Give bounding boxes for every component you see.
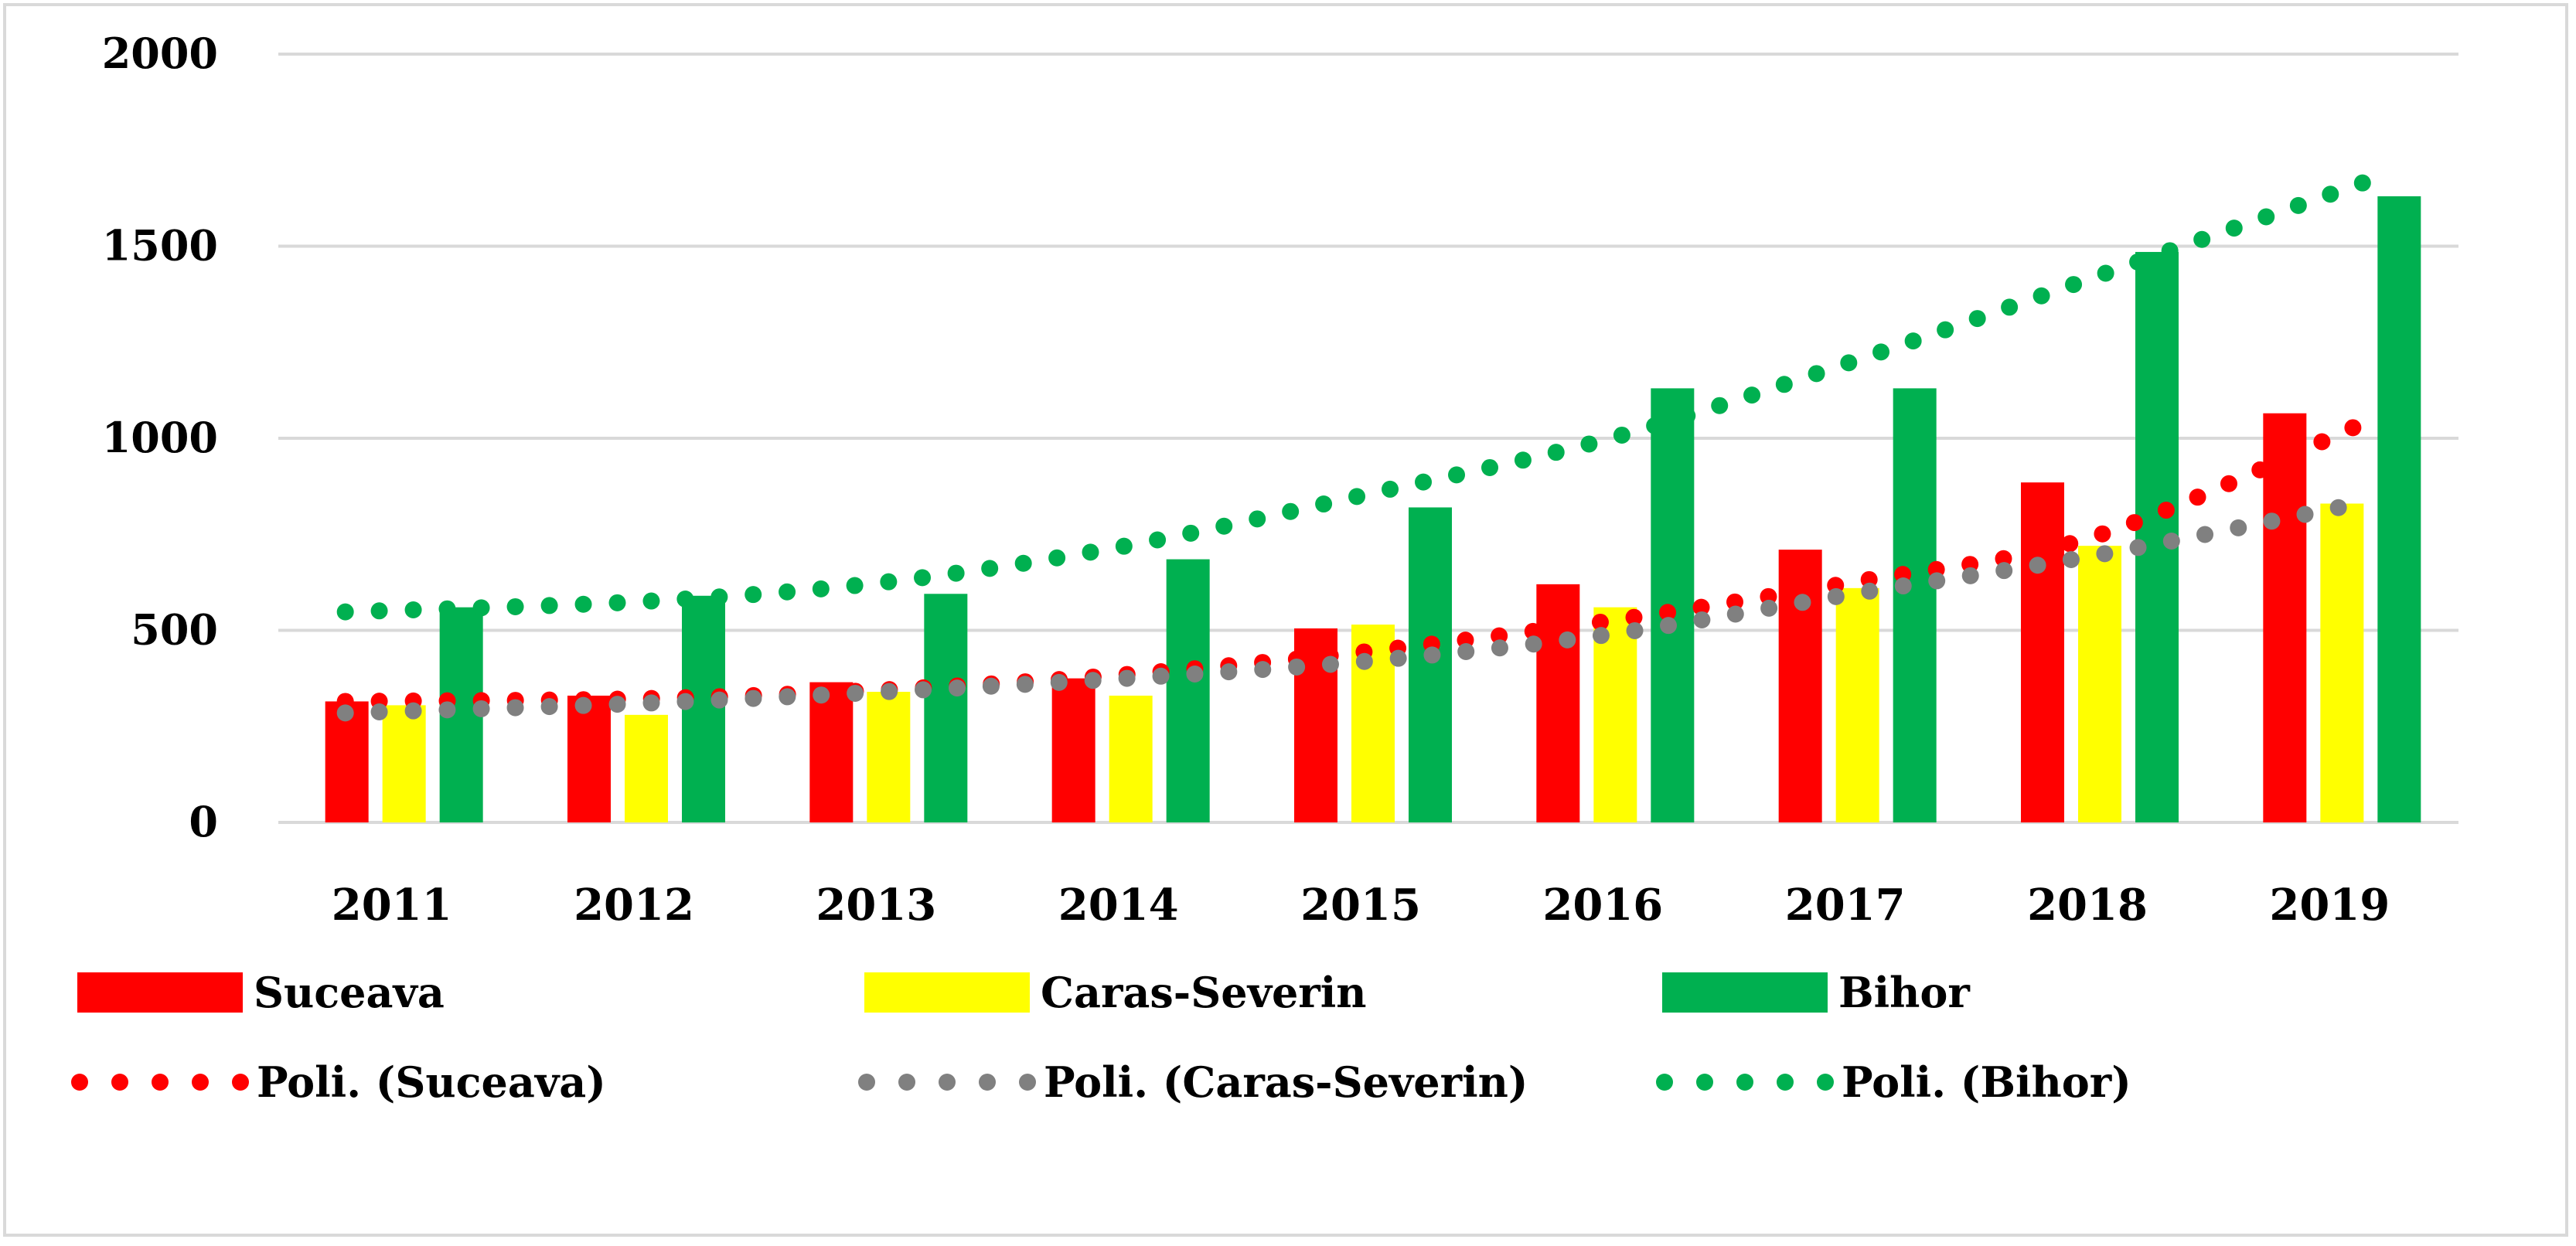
bar-caras-severin-2017 [1835,587,1879,822]
trendline-poli-caras-severin [336,493,2377,722]
bar-caras-severin-2012 [625,714,668,822]
trendlines [336,172,2377,722]
bar-suceava-2019 [2263,413,2307,822]
bar-suceava-2013 [809,682,854,822]
x-tick-label: 2014 [1058,880,1179,931]
bar-bihor-2015 [1409,507,1452,822]
bar-bihor-2019 [2377,196,2421,822]
x-tick-label: 2019 [2269,880,2390,931]
bar-caras-severin-2013 [867,692,911,822]
x-tick-label: 2016 [1542,880,1663,931]
trendline-poli-suceava [336,412,2377,710]
bar-suceava-2011 [325,701,369,822]
bar-caras-severin-2011 [382,705,426,822]
x-tick-label: 2018 [2027,880,2148,931]
y-axis-ticks: 0 500 1000 1500 2000 [102,29,218,846]
y-tick-label: 0 [189,797,218,846]
bar-caras-severin-2014 [1109,695,1153,822]
bar-bihor-2014 [1166,559,1210,822]
y-tick-label: 500 [131,605,218,655]
y-tick-label: 1500 [102,221,218,271]
bar-bihor-2017 [1893,388,1937,822]
bar-caras-severin-2019 [2320,503,2364,822]
y-tick-label: 2000 [102,29,218,78]
bars [325,196,2421,823]
x-axis-ticks: 2011 2012 2013 2014 2015 2016 2017 2018 2019 [332,880,2390,931]
bar-caras-severin-2018 [2078,546,2121,822]
x-tick-label: 2017 [1785,880,1906,931]
bar-suceava-2014 [1051,678,1095,822]
y-tick-label: 1000 [102,413,218,462]
x-tick-label: 2011 [332,880,452,931]
bar-suceava-2018 [2021,482,2064,822]
x-tick-label: 2015 [1300,880,1421,931]
bar-suceava-2016 [1536,584,1580,822]
x-tick-label: 2012 [574,880,694,931]
bar-suceava-2012 [567,695,611,822]
bar-bihor-2013 [924,594,968,822]
trendline-poli-bihor [336,172,2377,621]
x-tick-label: 2013 [816,880,936,931]
bar-bihor-2016 [1651,388,1695,822]
